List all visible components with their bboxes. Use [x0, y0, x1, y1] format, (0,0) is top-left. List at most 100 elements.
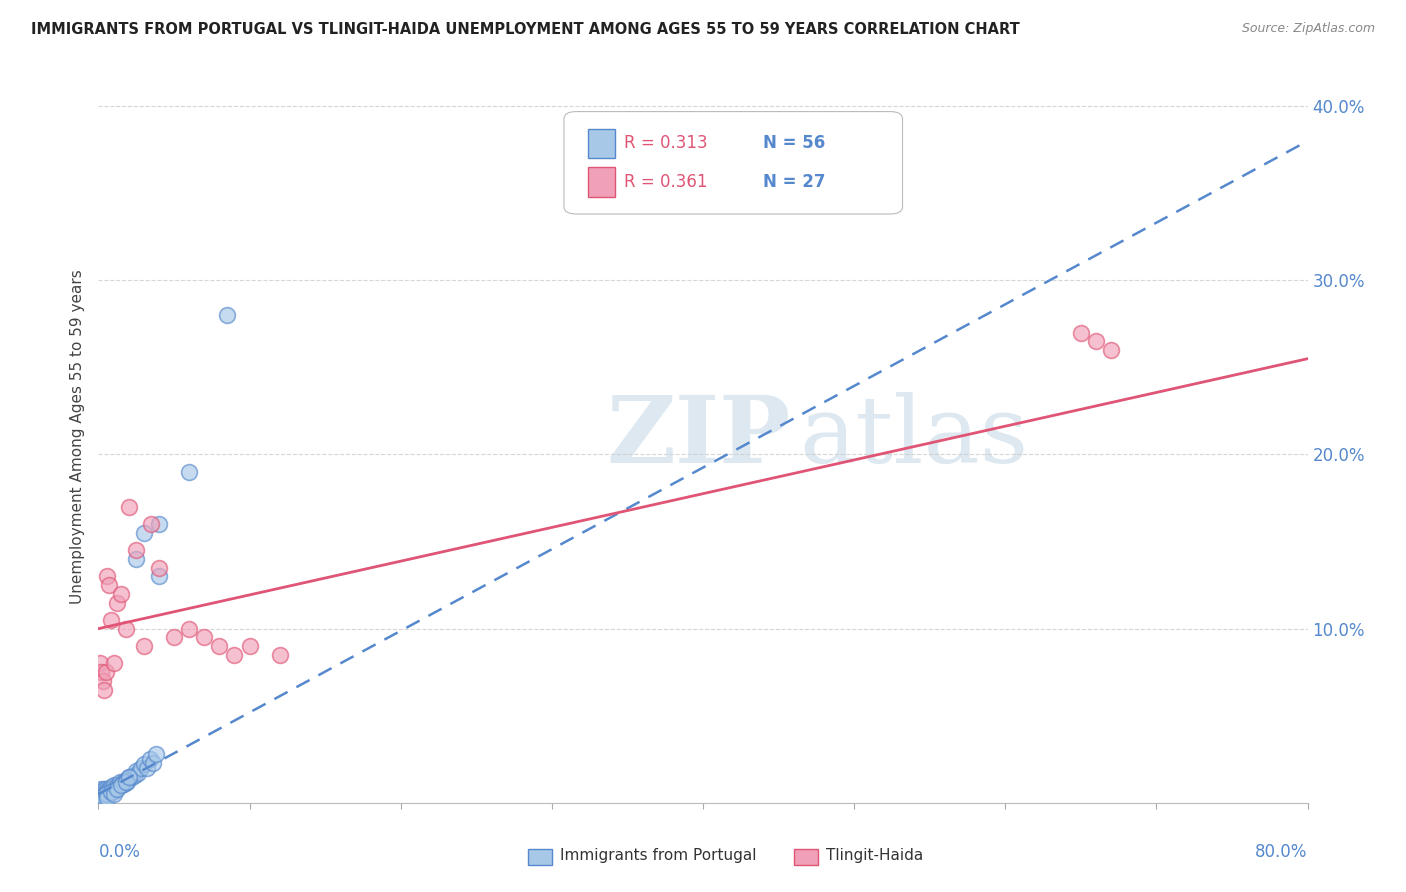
Text: Immigrants from Portugal: Immigrants from Portugal [561, 848, 756, 863]
Point [110, 778, 132, 792]
Point [110, 587, 132, 601]
Point [93, 787, 115, 801]
Point [224, 648, 246, 662]
Point [105, 778, 128, 792]
Point [121, 770, 143, 784]
Point [89, 787, 111, 801]
Point [103, 787, 125, 801]
Point [215, 308, 238, 322]
Point [90, 665, 112, 680]
Point [125, 552, 148, 566]
Point [100, 785, 122, 799]
Bar [793, 849, 818, 865]
Point [105, 595, 128, 609]
Point [90, 781, 112, 796]
Point [96, 785, 118, 799]
Point [148, 517, 170, 532]
Point [100, 783, 122, 797]
Point [118, 500, 141, 514]
Point [100, 613, 122, 627]
Point [93, 790, 115, 805]
Point [91, 787, 114, 801]
Point [96, 790, 118, 805]
Bar [588, 168, 614, 197]
Point [89, 657, 111, 671]
Point [94, 665, 117, 680]
Point [112, 777, 135, 791]
Text: N = 27: N = 27 [763, 173, 825, 191]
Point [94, 787, 117, 801]
Point [96, 569, 118, 583]
Point [208, 639, 231, 653]
Point [148, 560, 170, 574]
Point [94, 785, 117, 799]
Point [108, 775, 131, 789]
Point [124, 768, 146, 782]
Point [239, 639, 262, 653]
Point [135, 761, 157, 775]
Point [118, 770, 141, 784]
Point [1085, 334, 1108, 349]
Point [1070, 326, 1092, 340]
Text: Source: ZipAtlas.com: Source: ZipAtlas.com [1241, 22, 1375, 36]
Point [1099, 343, 1122, 357]
Point [193, 631, 215, 645]
Point [91, 789, 114, 803]
Point [103, 657, 125, 671]
Point [132, 757, 155, 772]
Bar [527, 849, 553, 865]
Point [114, 622, 136, 636]
Point [107, 780, 129, 794]
Point [118, 770, 141, 784]
Point [127, 766, 149, 780]
Text: Tlingit-Haida: Tlingit-Haida [827, 848, 924, 863]
Text: N = 56: N = 56 [763, 135, 825, 153]
Bar [588, 128, 614, 158]
Point [111, 775, 134, 789]
Point [91, 673, 114, 688]
Point [129, 761, 152, 775]
Text: IMMIGRANTS FROM PORTUGAL VS TLINGIT-HAIDA UNEMPLOYMENT AMONG AGES 55 TO 59 YEARS: IMMIGRANTS FROM PORTUGAL VS TLINGIT-HAID… [31, 22, 1019, 37]
Point [98, 785, 121, 799]
Point [101, 785, 124, 799]
Text: atlas: atlas [800, 392, 1029, 482]
Point [103, 778, 125, 792]
Point [93, 781, 115, 796]
Point [103, 783, 125, 797]
Point [163, 631, 186, 645]
Point [269, 648, 291, 662]
Point [132, 525, 155, 540]
Point [90, 790, 112, 805]
Point [125, 764, 148, 779]
Point [94, 781, 117, 796]
Point [110, 778, 132, 792]
Point [101, 781, 124, 796]
Point [98, 781, 121, 796]
Point [148, 569, 170, 583]
Y-axis label: Unemployment Among Ages 55 to 59 years: Unemployment Among Ages 55 to 59 years [69, 269, 84, 605]
Point [104, 781, 127, 796]
Point [132, 639, 155, 653]
Point [114, 775, 136, 789]
Text: R = 0.361: R = 0.361 [624, 173, 707, 191]
Point [142, 756, 165, 770]
Point [105, 781, 128, 796]
Point [141, 517, 163, 532]
Point [96, 783, 118, 797]
Point [179, 622, 201, 636]
Point [125, 543, 148, 558]
Point [179, 465, 201, 479]
Text: ZIP: ZIP [606, 392, 790, 482]
Point [115, 775, 138, 789]
Point [93, 682, 115, 697]
Text: 80.0%: 80.0% [1256, 843, 1308, 861]
Point [139, 752, 162, 766]
Text: 0.0%: 0.0% [98, 843, 141, 861]
Point [114, 773, 136, 788]
Point [98, 578, 121, 592]
Point [145, 747, 167, 761]
Text: R = 0.313: R = 0.313 [624, 135, 709, 153]
Point [90, 787, 112, 801]
FancyBboxPatch shape [564, 112, 903, 214]
Point [100, 780, 122, 794]
